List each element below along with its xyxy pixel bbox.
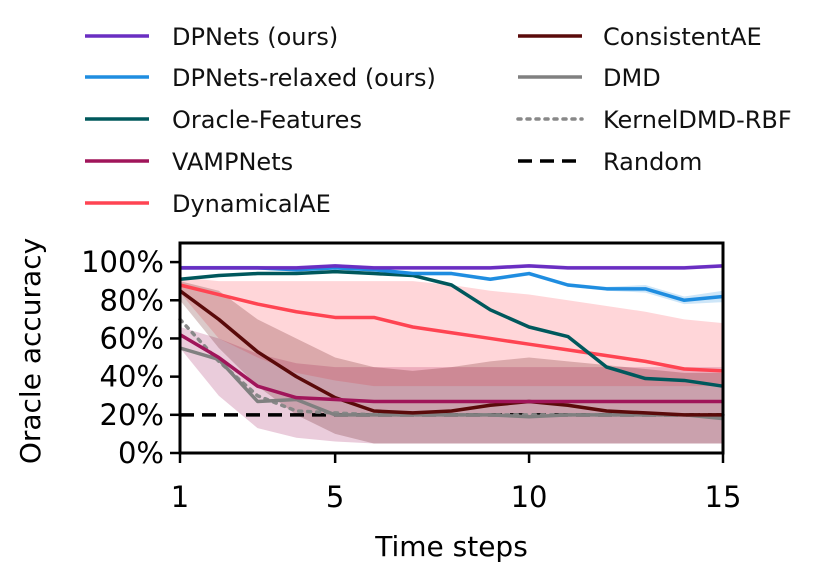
line-oracle-features [179, 269, 724, 388]
axes-frame [178, 241, 725, 455]
x-axis-ticks: 1 5 10 15 [171, 453, 742, 514]
line-dmd [179, 346, 724, 421]
y-tick-label: 80% [100, 283, 164, 317]
legend-label-kerneldmd-rbf: KernelDMD-RBF [603, 106, 792, 134]
plot-area: 1 5 10 15 0%20%40%60%80%100% [81, 241, 742, 514]
y-tick-label: 100% [81, 245, 164, 279]
x-axis-label: Time steps [374, 530, 528, 563]
y-axis-ticks: 0% 20% 40% 60% 80% 100% [81, 245, 180, 470]
y-tick-label: 20% [100, 398, 164, 432]
x-tick-label: 5 [326, 480, 344, 514]
legend-label-dmd: DMD [603, 64, 661, 92]
line-vampnets [179, 333, 723, 404]
x-tick-label: 15 [705, 480, 742, 514]
x-tick-label: 1 [171, 480, 189, 514]
x-tick-label: 10 [511, 480, 548, 514]
line-consistentae [178, 289, 723, 417]
line-dpnets-ours [180, 264, 724, 270]
y-tick-label: 40% [100, 360, 164, 394]
legend-label-vampnets: VAMPNets [172, 148, 293, 176]
legend-label-oracle-features: Oracle-Features [172, 106, 362, 134]
legend-label-consistentae: ConsistentAE [603, 23, 762, 51]
y-axis-label: Oracle accuracy [14, 238, 47, 464]
legend-label-dpnets-ours: DPNets (ours) [172, 23, 338, 51]
legend-label-dynamicalae: DynamicalAE [172, 190, 331, 218]
series-lines [178, 264, 725, 421]
legend: DPNets (ours) DPNets-relaxed (ours) Oracle… [85, 23, 792, 218]
line-dynamicalae [179, 283, 724, 373]
legend-label-dpnets-relaxed-ours: DPNets-relaxed (ours) [172, 64, 436, 92]
y-tick-label: 0% [118, 436, 164, 470]
legend-label-random: Random [603, 148, 702, 176]
y-tick-label: 60% [100, 321, 164, 355]
